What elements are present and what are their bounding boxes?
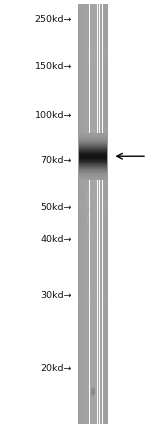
Bar [99,4,100,424]
Text: 40kd→: 40kd→ [40,235,72,244]
Bar [103,4,104,424]
Bar [91,4,92,424]
Bar [84,4,85,424]
Bar [79,155,107,156]
Bar [79,160,107,161]
Bar [79,166,107,167]
Bar [106,4,107,424]
Bar [88,4,89,424]
Bar [79,164,107,165]
Bar [96,4,97,424]
Bar [107,4,108,424]
Bar [82,4,83,424]
Text: 150kd→: 150kd→ [34,62,72,71]
Bar [79,161,107,162]
Bar [93,4,94,424]
Bar [79,145,107,146]
Bar [85,4,86,424]
Bar [78,49,108,62]
Bar [78,4,79,424]
Bar [79,168,107,169]
Bar [86,4,87,424]
Bar [105,4,106,424]
Text: 250kd→: 250kd→ [34,15,72,24]
Bar [78,293,108,306]
Bar [103,4,104,424]
Text: 70kd→: 70kd→ [40,156,72,165]
Bar [79,165,107,166]
Bar [79,167,107,168]
Bar [79,148,107,149]
Bar [101,4,102,424]
Bar [85,4,86,424]
Bar [83,4,84,424]
Text: 20kd→: 20kd→ [40,363,72,373]
Bar [100,4,101,424]
Bar [79,138,107,139]
Bar [81,4,82,424]
Bar [79,136,107,137]
Bar [79,171,107,172]
Bar [100,4,101,424]
Bar [82,4,83,424]
Bar [79,177,107,178]
Bar [79,173,107,174]
Bar [95,4,96,424]
Bar [79,139,107,140]
Bar [79,152,107,153]
Bar [79,134,107,135]
Bar [79,172,107,173]
Bar [102,4,103,424]
Text: 50kd→: 50kd→ [40,203,72,212]
Bar [79,133,107,134]
Bar [79,144,107,145]
Bar [79,137,107,138]
Bar [104,4,105,424]
Bar [79,174,107,175]
Bar [97,4,98,424]
Bar [79,157,107,158]
Bar [79,170,107,171]
Bar [79,162,107,163]
Text: 30kd→: 30kd→ [40,291,72,300]
Bar [79,149,107,150]
Bar [79,159,107,160]
Bar [79,169,107,170]
Bar [92,4,93,424]
Bar [79,175,107,176]
Bar [87,4,88,424]
Text: 100kd→: 100kd→ [34,111,72,120]
Bar [79,135,107,136]
Bar [79,140,107,141]
Bar [79,146,107,147]
Bar [79,142,107,143]
Circle shape [92,388,94,395]
Bar [79,141,107,142]
Bar [90,4,91,424]
Bar [79,158,107,159]
Bar [79,150,107,151]
Bar [79,154,107,155]
Bar [79,143,107,144]
Bar [79,178,107,179]
Bar [79,177,107,178]
Bar [79,176,107,177]
Bar [79,153,107,154]
Bar [79,4,80,424]
Bar [79,163,107,164]
Bar [79,147,107,148]
Text: www.PTGLAB.COM: www.PTGLAB.COM [87,189,93,239]
Bar [80,4,81,424]
Bar [78,199,108,212]
Bar [79,151,107,152]
Bar [79,156,107,157]
Bar [79,179,107,180]
Bar [98,4,99,424]
Bar [79,172,107,173]
Bar [89,4,90,424]
Bar [94,4,95,424]
